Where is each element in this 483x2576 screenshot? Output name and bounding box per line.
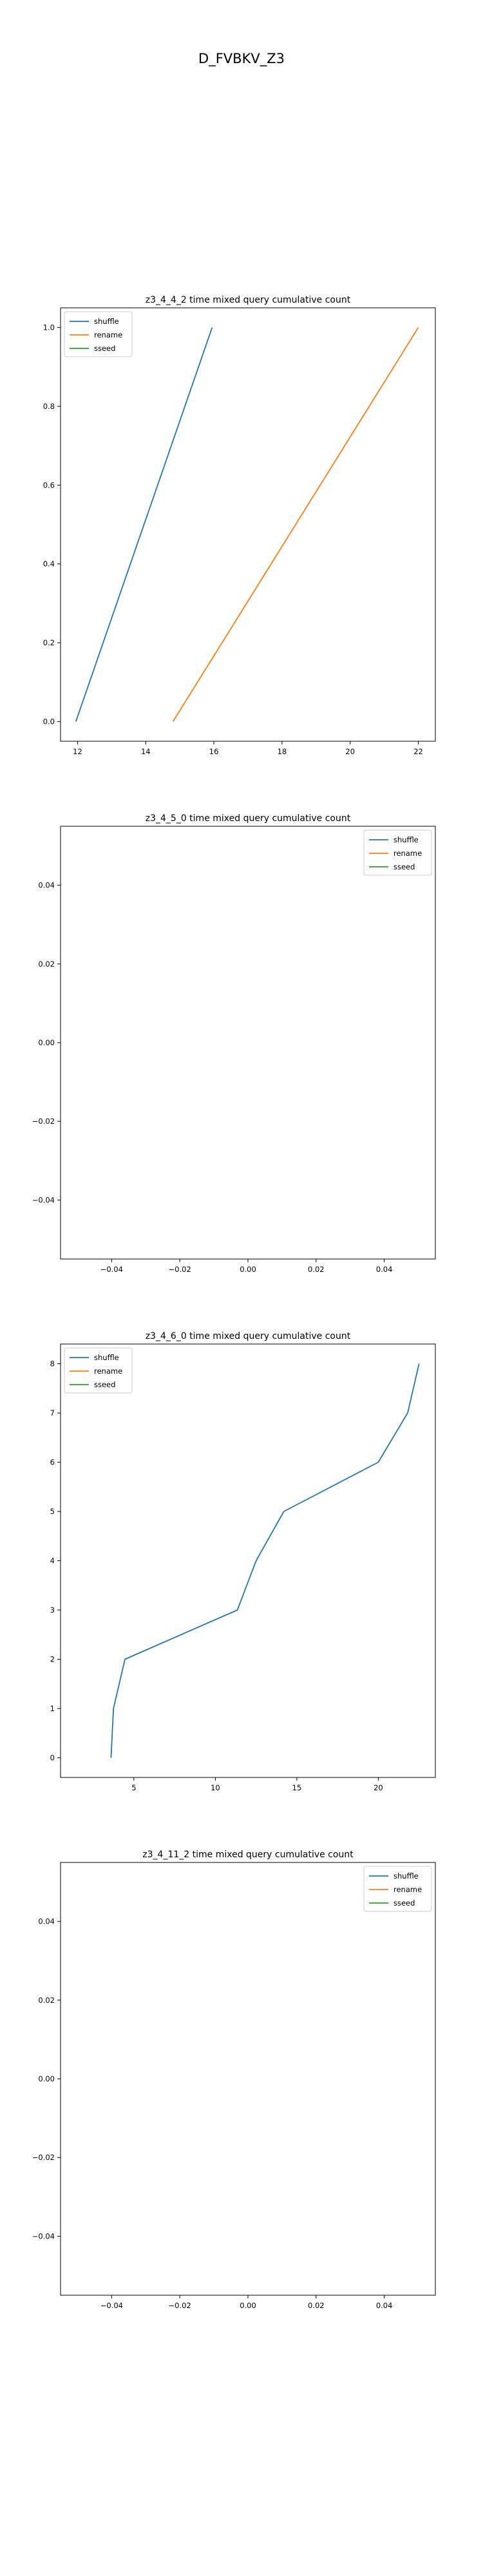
x-tick-label: 15 — [292, 1783, 302, 1792]
x-tick-label: −0.04 — [100, 1265, 123, 1274]
legend-box — [363, 829, 432, 876]
subplot-title: z3_4_5_0 time mixed query cumulative cou… — [146, 813, 351, 824]
y-tick-label: 4 — [50, 1557, 55, 1566]
subplot-title: z3_4_11_2 time mixed query cumulative co… — [142, 1850, 354, 1860]
subplot-title: z3_4_6_0 time mixed query cumulative cou… — [146, 1331, 351, 1341]
x-tick-label: 0.04 — [376, 2301, 393, 2310]
x-tick-label: 0.02 — [308, 1265, 325, 1274]
axes-frame — [60, 307, 436, 742]
y-tick-label: 5 — [50, 1507, 55, 1516]
legend-label-shuffle: shuffle — [393, 835, 419, 844]
y-tick-label: 6 — [50, 1458, 55, 1467]
y-tick-label: 0.04 — [38, 881, 55, 890]
y-tick-label: −0.04 — [32, 1195, 55, 1204]
x-tick-label: 18 — [278, 747, 287, 756]
legend: shuffle rename sseed — [363, 1866, 432, 1912]
legend-label-sseed: sseed — [393, 1899, 415, 1908]
legend-box — [64, 311, 133, 357]
y-tick-label: 0.00 — [38, 1038, 55, 1047]
subplot-2: z3_4_5_0 time mixed query cumulative cou… — [32, 813, 436, 1274]
series-line-rename — [172, 327, 419, 722]
x-tick-label: 14 — [141, 747, 151, 756]
axes-frame — [60, 1343, 436, 1778]
x-tick-label: 0.00 — [240, 1265, 256, 1274]
legend-label-shuffle: shuffle — [393, 1871, 419, 1880]
y-tick-label: 0.02 — [38, 1996, 55, 2005]
x-tick-label: 0.04 — [376, 1265, 393, 1274]
y-tick-label: −0.04 — [32, 2231, 55, 2240]
subplot-title: z3_4_4_2 time mixed query cumulative cou… — [146, 295, 351, 305]
legend-label-sseed: sseed — [94, 1380, 115, 1389]
figure-suptitle: D_FVBKV_Z3 — [198, 51, 285, 67]
legend: shuffle rename sseed — [363, 829, 432, 876]
y-tick-label: 0.8 — [43, 402, 55, 411]
axes-frame — [60, 1862, 436, 2296]
y-tick-label: 0.02 — [38, 960, 55, 969]
y-tick-label: 1 — [50, 1704, 55, 1713]
x-tick-label: 16 — [209, 747, 219, 756]
y-tick-label: 0.00 — [38, 2074, 55, 2083]
x-tick-label: 10 — [211, 1783, 220, 1792]
legend-label-shuffle: shuffle — [94, 317, 119, 326]
subplot-1: z3_4_4_2 time mixed query cumulative cou… — [43, 295, 436, 756]
x-tick-label: 5 — [131, 1783, 136, 1792]
legend-label-rename: rename — [393, 1885, 422, 1894]
y-tick-label: 1.0 — [43, 323, 55, 332]
x-tick-label: 20 — [345, 747, 355, 756]
x-tick-label: −0.02 — [169, 2301, 191, 2310]
y-tick-label: 2 — [50, 1654, 55, 1663]
x-tick-label: 0.02 — [308, 2301, 325, 2310]
axes-frame — [60, 826, 436, 1260]
legend: shuffle rename sseed — [64, 311, 133, 357]
y-tick-label: −0.02 — [32, 1117, 55, 1126]
x-tick-label: 20 — [374, 1783, 383, 1792]
legend-label-sseed: sseed — [94, 344, 115, 353]
y-tick-label: 0.04 — [38, 1917, 55, 1926]
subplots-container: z3_4_4_2 time mixed query cumulative cou… — [32, 295, 436, 2310]
x-tick-label: −0.04 — [100, 2301, 123, 2310]
x-tick-label: 22 — [413, 747, 423, 756]
legend-label-rename: rename — [393, 849, 422, 858]
legend-box — [64, 1347, 133, 1394]
legend-label-rename: rename — [94, 330, 122, 339]
y-tick-label: 0.4 — [43, 560, 55, 569]
x-tick-label: −0.02 — [169, 1265, 191, 1274]
y-tick-label: 0.0 — [43, 717, 55, 726]
x-tick-label: 12 — [73, 747, 82, 756]
legend-box — [363, 1866, 432, 1912]
y-tick-label: 7 — [50, 1408, 55, 1417]
legend-label-sseed: sseed — [393, 862, 415, 871]
y-tick-label: −0.02 — [32, 2153, 55, 2162]
series-line-shuffle — [75, 327, 213, 722]
y-tick-label: 8 — [50, 1359, 55, 1368]
series-line-shuffle — [110, 1363, 420, 1758]
subplot-3: z3_4_6_0 time mixed query cumulative cou… — [50, 1331, 436, 1792]
y-tick-label: 0 — [50, 1753, 55, 1762]
x-tick-label: 0.00 — [240, 2301, 256, 2310]
legend-label-shuffle: shuffle — [94, 1353, 119, 1362]
legend-label-rename: rename — [94, 1367, 122, 1376]
y-tick-label: 0.2 — [43, 638, 55, 647]
subplot-4: z3_4_11_2 time mixed query cumulative co… — [32, 1850, 436, 2310]
y-tick-label: 0.6 — [43, 480, 55, 489]
y-tick-label: 3 — [50, 1605, 55, 1615]
legend: shuffle rename sseed — [64, 1347, 133, 1394]
